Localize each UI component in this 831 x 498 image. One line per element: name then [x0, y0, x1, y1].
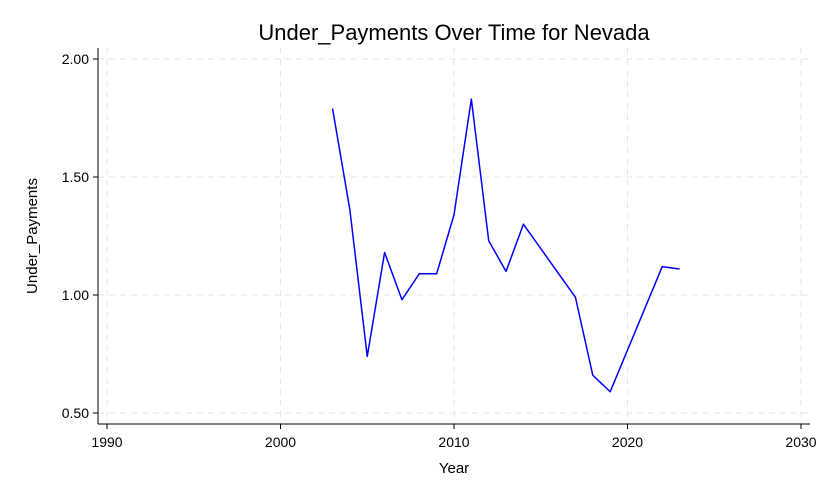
series-layer — [331, 98, 680, 393]
x-axis-label: Year — [439, 460, 469, 477]
y-tick-label: 2.00 — [62, 51, 89, 67]
x-axis-ticks: 1990 2000 2010 2020 2030 — [91, 424, 817, 450]
x-tick-label: 1990 — [91, 434, 122, 450]
y-tick-label: 1.00 — [62, 287, 89, 303]
x-tick-label: 2010 — [438, 434, 469, 450]
series-line — [331, 98, 680, 393]
y-axis-label: Under_Payments — [24, 178, 41, 294]
y-tick-label: 1.50 — [62, 169, 89, 185]
y-axis-ticks: 0.50 1.00 1.50 2.00 — [62, 51, 98, 421]
x-tick-label: 2030 — [785, 434, 816, 450]
y-tick-label: 0.50 — [62, 405, 89, 421]
chart-title: Under_Payments Over Time for Nevada — [258, 20, 650, 45]
grid-layer — [98, 48, 810, 424]
x-tick-label: 2000 — [265, 434, 296, 450]
x-tick-label: 2020 — [612, 434, 643, 450]
